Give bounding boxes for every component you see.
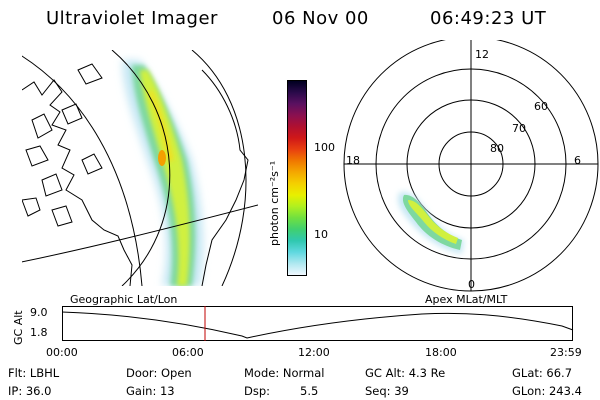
colorbar — [287, 80, 307, 276]
alt-xtick-0000: 00:00 — [46, 346, 78, 359]
lat-label-60: 60 — [534, 100, 548, 113]
colorbar-unit-label: photon cm⁻²s⁻¹ — [268, 160, 281, 246]
alt-xtick-1800: 18:00 — [425, 346, 457, 359]
info-dsp-value: 5.5 — [300, 384, 319, 398]
altitude-plot — [62, 306, 574, 341]
info-ip: IP: 36.0 — [8, 384, 52, 398]
mlt-label-0: 0 — [468, 278, 475, 291]
colorbar-tick-10: 10 — [314, 228, 328, 241]
info-mode: Mode: Normal — [244, 366, 325, 380]
date-label: 06 Nov 00 — [272, 8, 369, 29]
info-seq: Seq: 39 — [365, 384, 409, 398]
mlt-label-12: 12 — [475, 48, 489, 61]
info-glat: GLat: 66.7 — [512, 366, 573, 380]
colorbar-tick-100: 100 — [314, 141, 335, 154]
info-gain: Gain: 13 — [126, 384, 175, 398]
alt-xtick-0600: 06:00 — [172, 346, 204, 359]
lat-label-80: 80 — [490, 142, 504, 155]
lat-label-70: 70 — [512, 122, 526, 135]
polar-panel-label: Apex MLat/MLT — [425, 293, 508, 306]
alt-xtick-1200: 12:00 — [298, 346, 330, 359]
time-label: 06:49:23 UT — [430, 8, 547, 29]
info-dsp-label: Dsp: — [244, 384, 271, 398]
geo-panel-label: Geographic Lat/Lon — [70, 293, 178, 306]
info-door: Door: Open — [126, 366, 192, 380]
alt-xtick-2359: 23:59 — [550, 346, 582, 359]
alt-plot-ylabel: GC Alt — [12, 310, 25, 345]
polar-mlt-panel: 12 18 6 0 60 70 80 — [343, 40, 599, 292]
mlt-label-18: 18 — [346, 154, 360, 167]
info-gc-alt: GC Alt: 4.3 Re — [365, 366, 446, 380]
info-flt: Flt: LBHL — [8, 366, 60, 380]
mlt-label-6: 6 — [574, 154, 581, 167]
alt-ytick-9: 9.0 — [30, 306, 48, 319]
geographic-image-panel — [22, 50, 258, 286]
instrument-title: Ultraviolet Imager — [46, 8, 218, 29]
alt-ytick-1-8: 1.8 — [30, 326, 48, 339]
info-glon: GLon: 243.4 — [512, 384, 582, 398]
